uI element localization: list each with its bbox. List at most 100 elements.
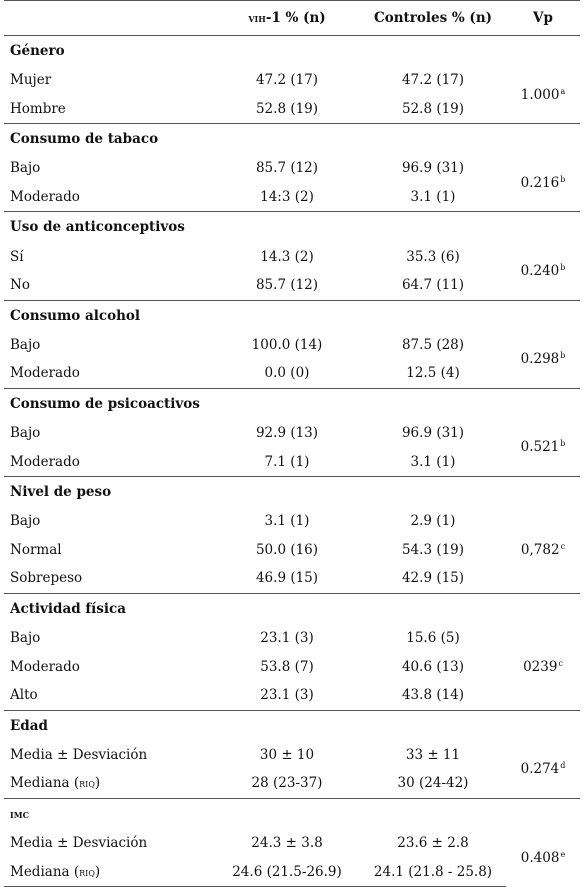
cell-ctrl: 43.8 (14) bbox=[401, 687, 465, 704]
cell-vih: 14:3 (2) bbox=[260, 189, 314, 206]
results-table: VIH-1 % (n) Controles % (n) Vp Género Muj… bbox=[4, 0, 580, 887]
cell-vih: 50.0 (16) bbox=[255, 541, 319, 558]
table-row: Hombre 52.8 (19) 52.8 (19) bbox=[4, 95, 580, 124]
vp-footnote-mark: b bbox=[560, 439, 566, 449]
section-title: Edad bbox=[4, 709, 580, 741]
cell-vp: 0.298b bbox=[520, 351, 566, 368]
row-label: Moderado bbox=[10, 189, 80, 206]
cell-ctrl: 54.3 (19) bbox=[401, 541, 465, 558]
cell-vih: 28 (23-37) bbox=[251, 775, 323, 792]
section-title: Género bbox=[10, 43, 65, 59]
row-label: Media ± Desviación bbox=[10, 834, 148, 851]
table-row: Media ± Desviación 30 ± 10 33 ± 11 0.274d bbox=[4, 741, 580, 777]
cell-ctrl: 3.1 (1) bbox=[410, 453, 456, 470]
table-row: Sí 14.3 (2) 35.3 (6) 0.240b bbox=[4, 242, 580, 279]
table-row: Bajo 23.1 (3) 15.6 (5) 0239c bbox=[4, 624, 580, 675]
row-label: Sí bbox=[10, 248, 24, 265]
cell-vih: 23.1 (3) bbox=[260, 630, 314, 647]
cell-vih: 85.7 (12) bbox=[255, 160, 319, 177]
section-header-row: Consumo de tabaco bbox=[4, 123, 580, 155]
cell-ctrl: 52.8 (19) bbox=[401, 100, 465, 117]
cell-ctrl: 35.3 (6) bbox=[406, 248, 460, 265]
cell-vih: 46.9 (15) bbox=[255, 570, 319, 587]
cell-ctrl: 3.1 (1) bbox=[410, 189, 456, 206]
cell-vp: 0239c bbox=[523, 658, 563, 675]
row-label: Sobrepeso bbox=[10, 570, 83, 587]
vp-footnote-mark: b bbox=[560, 262, 566, 272]
row-label: Mediana (RIQ) bbox=[4, 857, 214, 887]
cell-vih: 24.3 ± 3.8 bbox=[251, 834, 323, 851]
cell-vih: 47.2 (17) bbox=[255, 72, 319, 89]
cell-ctrl: 24.1 (21.8 - 25.8) bbox=[360, 857, 506, 887]
vp-footnote-mark: c bbox=[560, 541, 566, 551]
row-label: Hombre bbox=[10, 100, 66, 117]
row-label: Mujer bbox=[10, 72, 52, 89]
cell-vp: 0.240b bbox=[520, 262, 566, 279]
section-title: Consumo de tabaco bbox=[4, 123, 580, 155]
row-label: Alto bbox=[10, 687, 38, 704]
cell-ctrl: 96.9 (31) bbox=[401, 160, 465, 177]
cell-vih: 3.1 (1) bbox=[264, 513, 310, 530]
vp-footnote-mark: a bbox=[560, 86, 566, 96]
table-row: Moderado 0.0 (0) 12.5 (4) bbox=[4, 359, 580, 388]
table-row: Moderado 14:3 (2) 3.1 (1) bbox=[4, 183, 580, 212]
cell-vp: 0,782c bbox=[520, 541, 566, 558]
cell-vih: 14.3 (2) bbox=[260, 248, 314, 265]
table-row: Bajo 92.9 (13) 96.9 (31) 0.521b bbox=[4, 419, 580, 455]
table-row: Sobrepeso 46.9 (15) 42.9 (15) bbox=[4, 564, 580, 593]
cell-vih: 24.6 (21.5-26.9) bbox=[214, 857, 360, 887]
cell-ctrl: 40.6 (13) bbox=[401, 658, 465, 675]
section-header-row: Consumo alcohol bbox=[4, 299, 580, 331]
section-header-row: Uso de anticonceptivos bbox=[4, 211, 580, 243]
section-header-row: Género bbox=[4, 36, 580, 67]
section-header-row: IMC bbox=[4, 797, 580, 829]
header-controles: Controles % (n) bbox=[360, 0, 506, 36]
cell-ctrl: 64.7 (11) bbox=[401, 277, 465, 294]
cell-ctrl: 96.9 (31) bbox=[401, 425, 465, 442]
cell-ctrl: 30 (24-42) bbox=[397, 775, 469, 792]
table-row: Bajo 85.7 (12) 96.9 (31) 0.216b bbox=[4, 154, 580, 190]
cell-vih: 30 ± 10 bbox=[259, 746, 315, 763]
row-label: Normal bbox=[10, 541, 62, 558]
vp-footnote-mark: c bbox=[558, 658, 563, 668]
section-title: Actividad física bbox=[4, 592, 580, 624]
vp-footnote-mark: b bbox=[560, 351, 566, 361]
row-label: No bbox=[10, 277, 30, 294]
table-row: Alto 23.1 (3) 43.8 (14) bbox=[4, 681, 580, 710]
section-title: Uso de anticonceptivos bbox=[4, 211, 580, 243]
cell-vp: 0.521b bbox=[520, 439, 566, 456]
vp-footnote-mark: d bbox=[560, 761, 566, 771]
header-row: VIH-1 % (n) Controles % (n) Vp bbox=[4, 0, 580, 36]
row-label: Moderado bbox=[10, 453, 80, 470]
cell-vih: 100.0 (14) bbox=[251, 336, 323, 353]
cell-vp: 0.274d bbox=[520, 761, 566, 778]
cell-vih: 85.7 (12) bbox=[255, 277, 319, 294]
cell-vih: 23.1 (3) bbox=[260, 687, 314, 704]
cell-ctrl: 47.2 (17) bbox=[401, 72, 465, 89]
section-title: Consumo alcohol bbox=[4, 299, 580, 331]
row-label: Bajo bbox=[10, 425, 41, 442]
row-label: Moderado bbox=[10, 658, 80, 675]
table-body: Género Mujer 47.2 (17) 47.2 (17) 1.000a Hombr… bbox=[4, 36, 580, 887]
cell-vih: 53.8 (7) bbox=[260, 658, 314, 675]
row-label: Bajo bbox=[10, 513, 41, 530]
cell-vih: 7.1 (1) bbox=[264, 453, 310, 470]
section-title: IMC bbox=[4, 797, 580, 829]
cell-vp: 1.000a bbox=[520, 86, 566, 103]
cell-ctrl: 23.6 ± 2.8 bbox=[397, 834, 469, 851]
table-row: Mediana (RIQ) 28 (23-37) 30 (24-42) bbox=[4, 769, 580, 798]
cell-ctrl: 2.9 (1) bbox=[410, 513, 456, 530]
cell-ctrl: 33 ± 11 bbox=[405, 746, 461, 763]
table-row: Mediana (RIQ) 24.6 (21.5-26.9) 24.1 (21.8 … bbox=[4, 857, 580, 887]
cell-vih: 0.0 (0) bbox=[264, 365, 310, 382]
row-label: Bajo bbox=[10, 336, 41, 353]
section-title: Consumo de psicoactivos bbox=[4, 387, 580, 419]
row-label: Media ± Desviación bbox=[10, 746, 148, 763]
section-header-row: Actividad física bbox=[4, 592, 580, 624]
table-row: Moderado 53.8 (7) 40.6 (13) bbox=[4, 652, 580, 681]
row-label: Bajo bbox=[10, 630, 41, 647]
cell-ctrl: 87.5 (28) bbox=[401, 336, 465, 353]
section-header-row: Edad bbox=[4, 709, 580, 741]
vp-footnote-mark: b bbox=[560, 174, 566, 184]
cell-ctrl: 12.5 (4) bbox=[406, 365, 460, 382]
